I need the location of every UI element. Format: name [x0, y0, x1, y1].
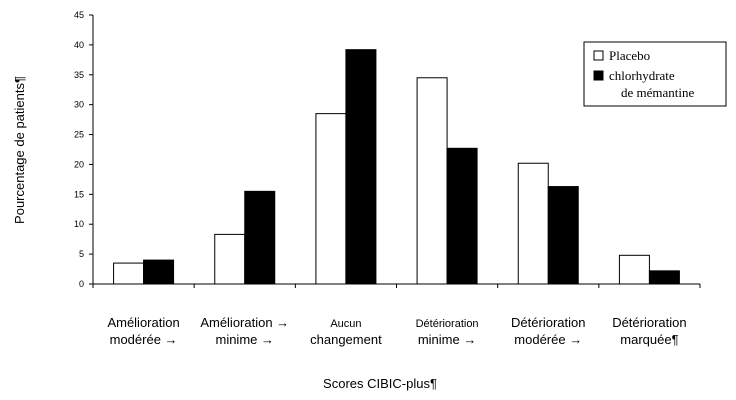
legend-label-memantine-line1: chlorhydrate — [609, 68, 675, 83]
y-axis-ticks: 0 5 10 15 20 25 30 35 40 45 — [74, 10, 93, 289]
legend-box — [583, 41, 727, 107]
x-category-label: minime → — [215, 332, 274, 347]
y-tick-label: 30 — [74, 100, 84, 110]
x-axis-label: Scores CIBIC-plus¶ — [323, 376, 437, 391]
x-category-label: minime → — [418, 332, 477, 347]
bar-memantine — [547, 186, 579, 285]
x-category-labels: Amélioration modérée → Amélioration → minim… — [92, 284, 701, 347]
y-tick-label: 15 — [74, 189, 84, 199]
x-category-label: Détérioration — [416, 318, 479, 330]
legend-swatch-placebo — [593, 50, 604, 61]
x-category-label: Aucun — [330, 318, 361, 330]
bar-placebo — [113, 262, 145, 285]
y-tick-label: 20 — [74, 159, 84, 169]
legend: Placebo chlorhydrate de mémantine — [583, 41, 727, 107]
y-axis-label: Pourcentage de patients¶ — [12, 76, 27, 224]
bar-memantine — [345, 49, 377, 285]
bar-placebo — [416, 77, 448, 285]
x-category-label: Détérioration — [511, 315, 585, 330]
bar-memantine — [648, 270, 680, 285]
y-tick-label: 40 — [74, 40, 84, 50]
bars — [113, 49, 680, 285]
y-tick-label: 0 — [79, 279, 84, 289]
x-category-label: changement — [310, 332, 382, 347]
bar-placebo — [315, 113, 347, 285]
legend-label-placebo: Placebo — [609, 48, 650, 63]
bar-placebo — [618, 254, 650, 285]
x-category-label: marquée¶ — [620, 332, 678, 347]
x-category-label: modérée → — [110, 332, 178, 347]
y-tick-label: 35 — [74, 70, 84, 80]
bar-placebo — [517, 162, 549, 285]
legend-label-memantine-line2: de mémantine — [621, 85, 695, 100]
bar-memantine — [244, 190, 276, 285]
x-category-label: Amélioration → — [200, 315, 289, 330]
y-tick-label: 45 — [74, 10, 84, 20]
bar-memantine — [446, 147, 478, 285]
x-category-label: Détérioration — [612, 315, 686, 330]
bar-placebo — [214, 233, 246, 285]
y-tick-label: 10 — [74, 219, 84, 229]
x-category-label: Amélioration — [107, 315, 179, 330]
y-tick-label: 5 — [79, 249, 84, 259]
legend-swatch-memantine — [593, 70, 604, 81]
bar-memantine — [143, 259, 175, 285]
y-tick-label: 25 — [74, 130, 84, 140]
x-category-label: modérée → — [514, 332, 582, 347]
